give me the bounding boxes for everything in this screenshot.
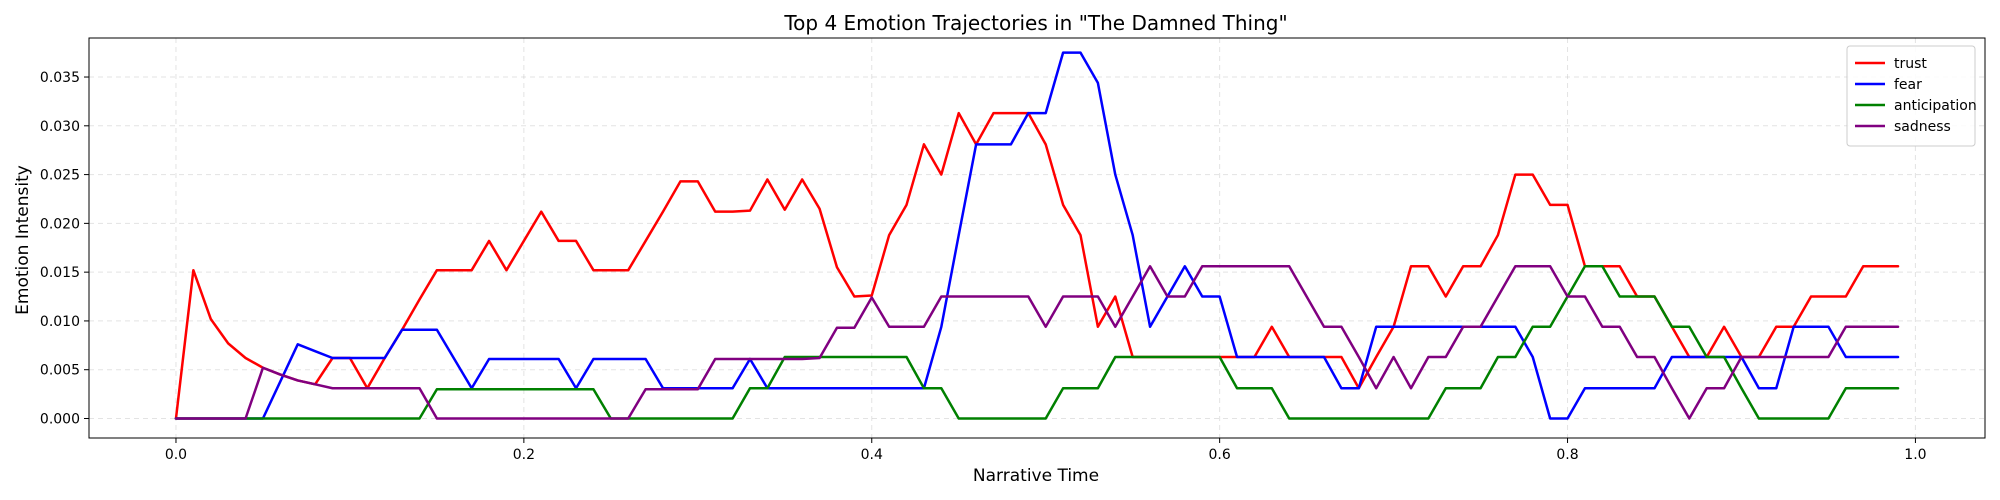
chart-title: Top 4 Emotion Trajectories in "The Damne… <box>783 11 1287 35</box>
y-tick-label: 0.010 <box>40 314 80 330</box>
y-tick-label: 0.000 <box>40 411 80 427</box>
x-tick-label: 0.0 <box>165 447 187 463</box>
y-tick-label: 0.020 <box>40 216 80 232</box>
series-line-fear <box>174 51 1900 420</box>
legend-label-anticipation: anticipation <box>1894 98 1977 114</box>
series-line-sadness <box>174 265 1900 420</box>
plot-area-frame <box>88 37 1986 439</box>
series-line-anticipation <box>174 265 1900 420</box>
y-tick-label: 0.015 <box>40 265 80 281</box>
x-tick-label: 0.6 <box>1209 447 1231 463</box>
series-lines <box>174 51 1900 420</box>
series-line-trust <box>174 111 1900 420</box>
x-axis-ticks: 0.0 0.2 0.4 0.6 0.8 1.0 <box>165 438 1927 463</box>
y-tick-label: 0.025 <box>40 168 80 184</box>
x-tick-label: 0.8 <box>1556 447 1578 463</box>
y-tick-label: 0.030 <box>40 119 80 135</box>
legend-box <box>1846 45 1976 147</box>
legend-label-trust: trust <box>1894 56 1927 72</box>
x-tick-label: 1.0 <box>1904 447 1926 463</box>
x-tick-label: 0.2 <box>513 447 535 463</box>
y-tick-label: 0.035 <box>40 70 80 86</box>
legend-label-sadness: sadness <box>1894 119 1951 135</box>
x-tick-label: 0.4 <box>861 447 883 463</box>
y-axis-ticks: 0.000 0.005 0.010 0.015 0.020 0.025 0.030 0.035 <box>40 70 89 427</box>
x-axis-label: Narrative Time <box>973 466 1099 486</box>
legend-label-fear: fear <box>1894 77 1922 93</box>
y-axis-label: Emotion Intensity <box>13 165 33 315</box>
y-tick-label: 0.005 <box>40 363 80 379</box>
legend: trust fear anticipation sadness <box>1846 45 1977 147</box>
